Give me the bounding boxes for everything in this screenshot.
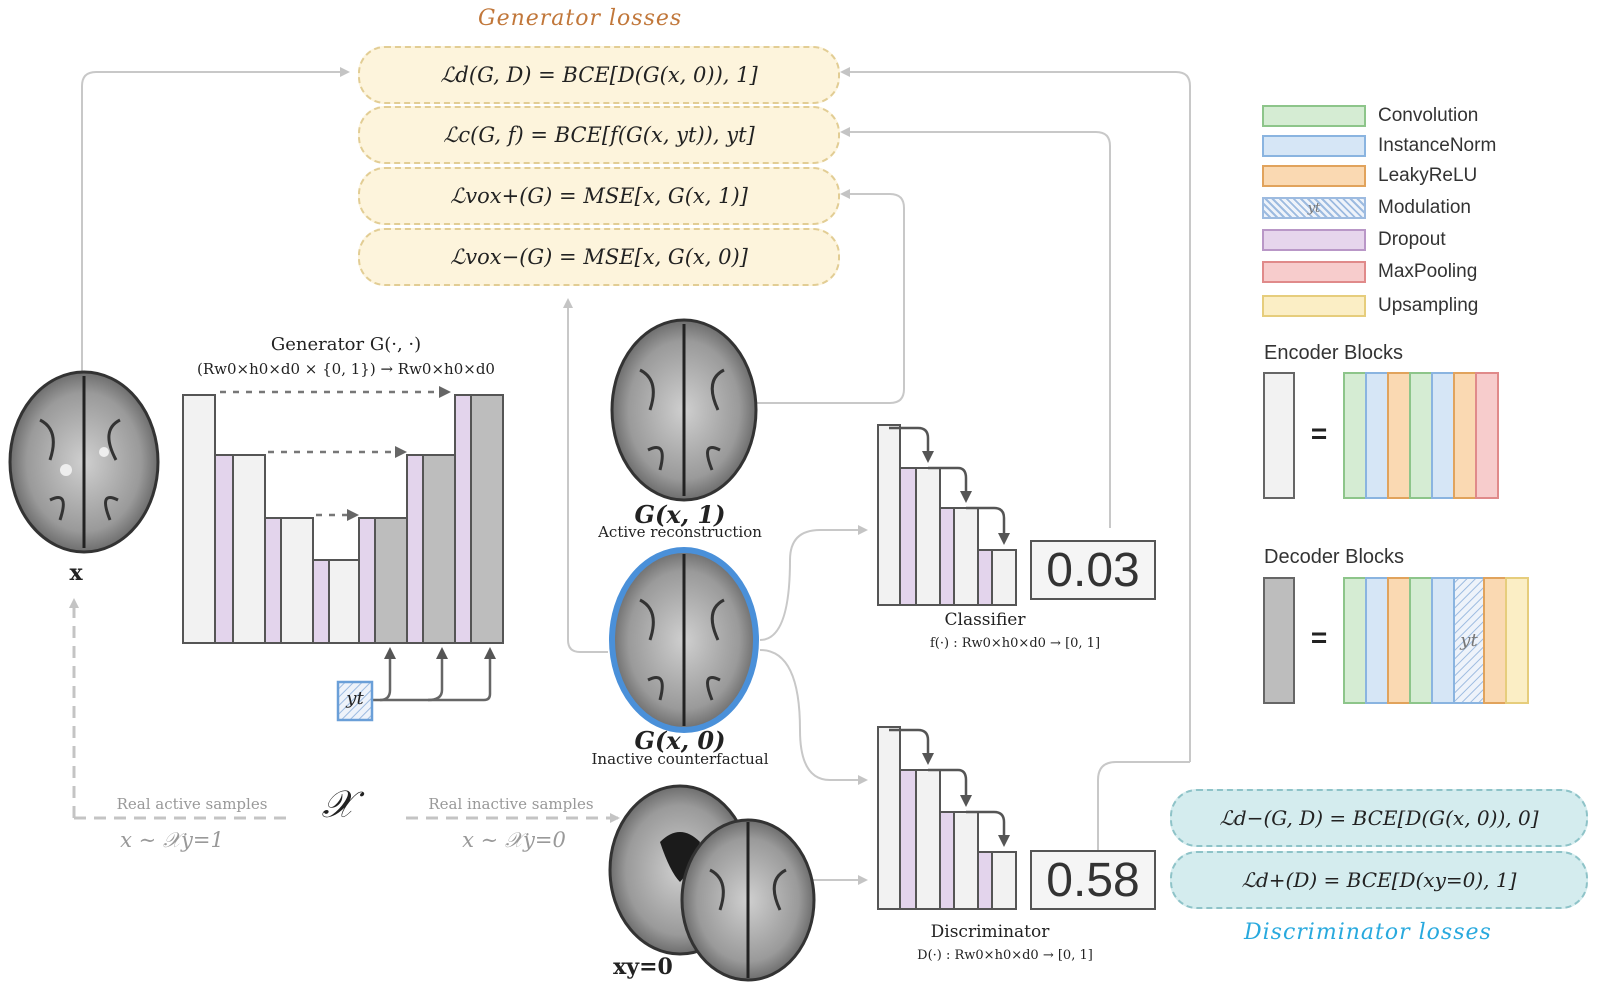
legend-swatch <box>1262 229 1366 251</box>
legend-item: MaxPooling <box>1262 260 1477 284</box>
dec-block-3 <box>470 394 504 644</box>
legend-swatch <box>1262 105 1366 127</box>
generator-signature: (Rw0×h0×d0 × {0, 1}) → Rw0×h0×d0 <box>197 360 495 378</box>
input-label: x <box>69 560 83 586</box>
legend-label: Modulation <box>1378 197 1471 218</box>
decoder-equals: = <box>1310 622 1328 653</box>
legend-item: Upsampling <box>1262 294 1478 318</box>
discriminator-score: 0.58 <box>1030 850 1156 910</box>
loss-voxel-negative: ℒvox−(G) = MSE[x, G(x, 0)] <box>358 228 840 286</box>
data-arrows <box>69 598 620 823</box>
legend-label: Upsampling <box>1378 295 1479 316</box>
real-inactive-label: Real inactive samples <box>428 795 594 813</box>
encoder-blocks-diagram <box>1263 372 1499 499</box>
generator-title: Generator G(·, ·) <box>270 334 422 355</box>
dec-block-2 <box>422 454 456 644</box>
dropout-2 <box>264 517 282 644</box>
legend-label: InstanceNorm <box>1378 135 1497 156</box>
loss-discriminator-real: ℒd+(D) = BCE[D(xy=0), 1] <box>1170 851 1588 909</box>
legend-swatch <box>1262 261 1366 283</box>
legend-item: InstanceNorm <box>1262 134 1496 158</box>
legend-swatch: yt <box>1262 197 1366 219</box>
dataset-symbol: 𝒳 <box>321 782 355 826</box>
inactive-counterfactual-image <box>609 547 759 733</box>
dropout-1 <box>214 454 234 644</box>
enc-block-2 <box>232 454 266 644</box>
decoder-blocks-diagram <box>1263 577 1529 704</box>
inactive-cf-symbol: G(x, 0) <box>634 726 726 755</box>
enc-block-4 <box>328 559 360 644</box>
legend-item: Convolution <box>1262 104 1478 128</box>
active-recon-caption: Active reconstruction <box>598 523 762 541</box>
discriminator-net <box>877 726 1017 910</box>
dropout-6 <box>454 394 472 644</box>
legend-item: LeakyReLU <box>1262 164 1477 188</box>
inactive-sample-label: xy=0 <box>613 954 673 980</box>
discriminator-signature: D(·) : Rw0×h0×d0 → [0, 1] <box>917 948 1093 963</box>
legend-swatch <box>1262 135 1366 157</box>
legend-item: yt Modulation <box>1262 196 1471 220</box>
discriminator-losses-title: Discriminator losses <box>1244 920 1492 945</box>
loss-voxel-positive: ℒvox+(G) = MSE[x, G(x, 1)] <box>358 167 840 225</box>
encoder-blocks-title: Encoder Blocks <box>1264 342 1403 364</box>
input-brain-image <box>8 370 160 554</box>
legend-item: Dropout <box>1262 228 1446 252</box>
modulation-box <box>336 680 374 722</box>
real-active-dist: x ∼ 𝒳y=1 <box>120 828 224 852</box>
discriminator-title: Discriminator <box>930 922 1050 942</box>
generator-unet <box>182 394 504 644</box>
enc-block-3 <box>280 517 314 644</box>
legend-label: Convolution <box>1378 105 1479 126</box>
loss-adversarial: ℒd(G, D) = BCE[D(G(x, 0)), 1] <box>358 46 840 104</box>
legend-swatch <box>1262 295 1366 317</box>
classifier-connections <box>889 426 1010 545</box>
flow-arrows <box>81 67 1191 885</box>
real-inactive-dist: x ∼ 𝒳y=0 <box>462 828 566 852</box>
inactive-cf-caption: Inactive counterfactual <box>591 750 769 768</box>
enc-block-1 <box>182 394 216 644</box>
modulation-arrows <box>372 647 496 702</box>
real-active-label: Real active samples <box>116 795 268 813</box>
active-recon-symbol: G(x, 1) <box>634 500 726 529</box>
skip-connections <box>220 386 451 521</box>
legend-swatch <box>1262 165 1366 187</box>
legend-swatch-tag: yt <box>1307 200 1321 216</box>
dec-block-1 <box>374 517 408 644</box>
dropout-3 <box>312 559 330 644</box>
active-reconstruction-image <box>610 318 758 502</box>
legend-label: MaxPooling <box>1378 261 1478 282</box>
modulation-label: yt <box>346 688 364 709</box>
classifier-net <box>877 424 1017 606</box>
loss-classification: ℒc(G, f) = BCE[f(G(x, yt)), yt] <box>358 106 840 164</box>
classifier-score: 0.03 <box>1030 540 1156 600</box>
classifier-signature: f(·) : Rw0×h0×d0 → [0, 1] <box>929 636 1101 651</box>
discriminator-connections <box>889 728 1010 847</box>
encoder-equals: = <box>1310 418 1328 449</box>
loss-discriminator-fake: ℒd−(G, D) = BCE[D(G(x, 0)), 0] <box>1170 789 1588 847</box>
decoder-modulation-tag: yt <box>1460 630 1478 651</box>
real-inactive-images <box>608 784 816 982</box>
dropout-5 <box>406 454 424 644</box>
dropout-4 <box>358 517 376 644</box>
generator-losses-title: Generator losses <box>478 6 683 31</box>
legend-label: Dropout <box>1378 229 1446 250</box>
decoder-blocks-title: Decoder Blocks <box>1264 546 1405 568</box>
legend-label: LeakyReLU <box>1378 165 1478 186</box>
classifier-title: Classifier <box>944 610 1026 630</box>
